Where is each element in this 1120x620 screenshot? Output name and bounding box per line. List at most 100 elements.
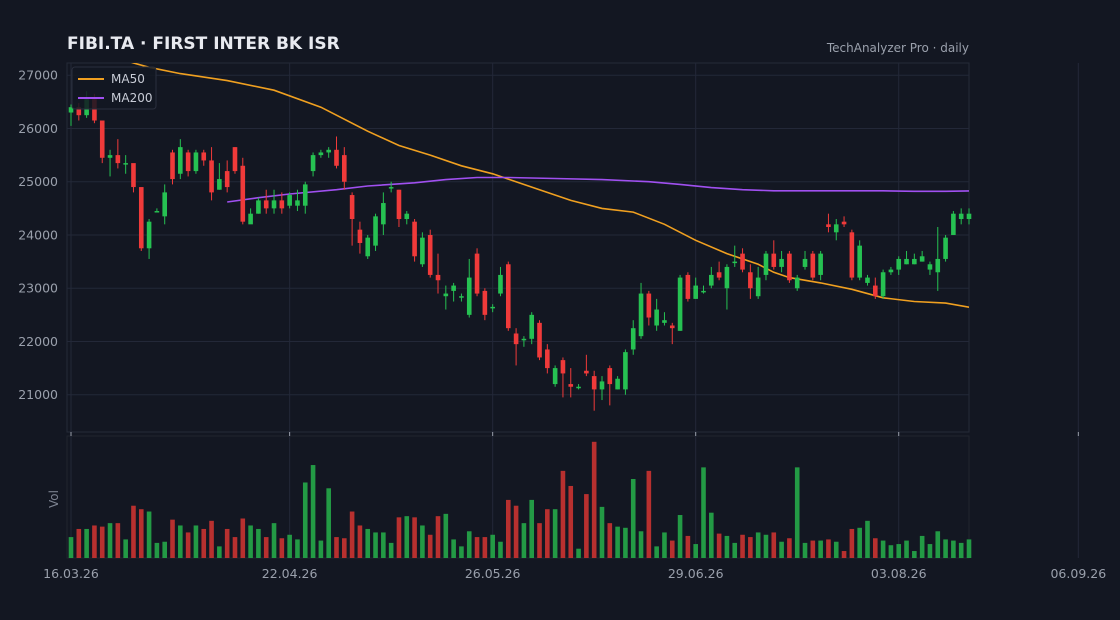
candle-body — [545, 349, 550, 369]
volume-bar — [810, 540, 816, 558]
candle — [646, 290, 652, 326]
volume-bar — [584, 494, 589, 558]
volume-bar — [857, 527, 862, 558]
volume-bar — [451, 539, 456, 558]
candle — [568, 368, 574, 398]
volume-bar — [552, 509, 558, 558]
candle-body — [209, 160, 214, 193]
volume-bar — [919, 535, 925, 558]
candle — [591, 370, 597, 411]
candle-body — [365, 237, 371, 257]
candle — [474, 248, 480, 297]
volume-bar — [357, 525, 363, 558]
candle — [334, 136, 339, 169]
candle-body — [170, 152, 175, 180]
volume-bar — [404, 516, 410, 558]
candle-body — [107, 155, 113, 158]
volume-bar — [115, 523, 121, 558]
candle-body — [435, 274, 441, 281]
volume-bar — [685, 535, 691, 558]
candle — [326, 147, 331, 158]
candle-body — [381, 203, 386, 225]
candle-body — [482, 290, 488, 315]
volume-bar — [232, 537, 238, 558]
candle-body — [490, 306, 495, 309]
candle-body — [638, 293, 644, 337]
candle-body — [349, 195, 355, 220]
candle — [560, 357, 566, 398]
candle-body — [443, 293, 449, 297]
y-tick-label: 22000 — [18, 334, 58, 349]
volume-bar — [615, 526, 620, 558]
candle-body — [248, 213, 253, 225]
volume-bar — [287, 534, 292, 558]
candle — [787, 250, 792, 283]
candle-body — [740, 253, 745, 270]
candle — [224, 160, 230, 193]
candle-body — [193, 152, 199, 172]
candle — [373, 213, 378, 251]
candle-body — [99, 120, 105, 158]
candle-body — [466, 277, 472, 315]
volume-bar — [217, 546, 222, 558]
volume-bar — [802, 542, 808, 558]
candle — [217, 163, 222, 190]
volume-bar — [178, 525, 183, 558]
candle — [818, 250, 823, 281]
volume-axis-label: Vol — [47, 490, 61, 508]
candle-body — [888, 269, 894, 273]
candle-body — [576, 386, 581, 389]
volume-bar — [951, 540, 956, 558]
candle-body — [513, 333, 519, 345]
candle — [170, 149, 175, 185]
candle — [435, 253, 441, 294]
candle-body — [904, 258, 909, 265]
y-tick-label: 24000 — [18, 227, 58, 242]
candle — [131, 163, 136, 193]
candle — [912, 253, 917, 265]
candle-body — [185, 152, 191, 172]
candle-body — [872, 285, 878, 297]
candle-body — [302, 184, 308, 206]
candle — [201, 149, 207, 166]
volume-bar — [841, 551, 847, 558]
candle-body — [763, 253, 769, 275]
candle — [537, 320, 542, 361]
candle — [443, 285, 449, 310]
candle — [849, 229, 855, 281]
candle-body — [68, 107, 74, 113]
volume-bar — [459, 546, 464, 558]
candle — [943, 234, 948, 262]
candle — [162, 184, 168, 225]
candle-body — [591, 376, 597, 390]
volume-bar — [365, 528, 371, 558]
axis-layer: 21000 22000 23000 24000 25000 26000 27000 16.03… — [18, 68, 1106, 581]
candle — [256, 197, 261, 214]
candle-body — [529, 314, 535, 339]
candle — [302, 181, 308, 214]
x-tick-label: 16.03.26 — [43, 566, 99, 581]
candle-body — [498, 274, 503, 294]
candle-body — [505, 264, 511, 329]
volume-bar — [388, 542, 394, 558]
candle — [123, 155, 128, 174]
volume-bar — [279, 538, 285, 558]
candle — [295, 189, 300, 212]
volume-bar — [787, 538, 792, 558]
candle-body — [318, 152, 324, 156]
candle — [724, 264, 730, 310]
candle-body — [693, 285, 698, 299]
candle — [607, 365, 613, 406]
candle-body — [802, 258, 808, 267]
candle — [615, 376, 620, 390]
candle-body — [279, 200, 285, 209]
candle-body — [373, 216, 378, 246]
candle-body — [669, 325, 675, 329]
candle-body — [240, 165, 246, 222]
candle-body — [326, 149, 331, 153]
candle — [412, 219, 417, 262]
volume-bar — [599, 506, 605, 558]
candle-body — [123, 163, 128, 165]
candle — [68, 104, 74, 126]
volume-bar — [872, 538, 878, 558]
